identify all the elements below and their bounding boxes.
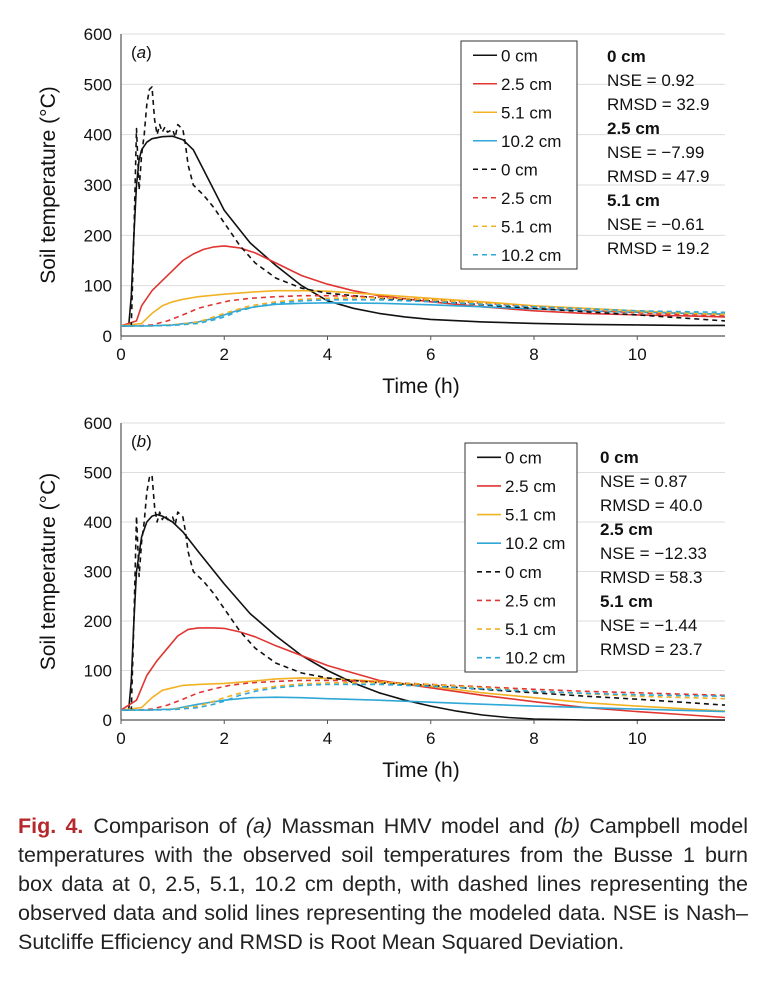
chart-panel-a: 0 100 200 300 400 500 600 0 2 4 6 8 10 Time (h) Soil t… [37,25,726,398]
stat-rmsd: RMSD = 58.3 [600,568,703,587]
x-tick-label: 0 [116,729,125,748]
stat-nse: NSE = −1.44 [600,616,697,635]
legend-label: 5.1 cm [505,620,556,639]
caption-figure-label: Fig. 4. [18,814,84,838]
panel-label: (b) [131,432,152,451]
legend-label: 0 cm [505,448,542,467]
legend-label: 0 cm [505,563,542,582]
panel-label-close: ) [146,432,152,451]
legend-label: 10.2 cm [505,649,565,668]
y-tick-label: 400 [84,513,112,532]
figure-caption: Fig. 4. Comparison of (a) Massman HMV mod… [18,812,748,957]
stat-depth-heading: 2.5 cm [607,119,660,138]
series-line-dashed-0-cm [121,474,726,711]
series-line-solid-0-cm [121,513,725,721]
caption-panel-a: (a) [245,814,273,838]
stat-rmsd: RMSD = 19.2 [607,239,710,258]
stat-depth-heading: 0 cm [607,47,646,66]
legend-label: 5.1 cm [501,217,552,236]
x-tick-label: 2 [220,729,229,748]
stat-nse: NSE = −7.99 [607,143,704,162]
series-line-solid-2-5-cm [120,245,726,327]
caption-text-3: Campbell model temperatures with the obs… [18,814,749,954]
stat-nse: NSE = 0.87 [600,472,687,491]
y-tick-label: 200 [84,612,112,631]
y-tick-label: 500 [84,75,112,94]
x-axis-title: Time (h) [382,375,459,398]
x-tick-label: 6 [426,345,435,364]
y-axis-title: Soil temperature (°C) [37,86,60,283]
legend-label: 0 cm [501,46,538,65]
series-line-dashed-5-1-cm [121,296,726,327]
y-tick-label: 200 [84,226,112,245]
stat-rmsd: RMSD = 40.0 [600,496,703,515]
panel-label-open: ( [131,43,137,62]
x-tick-label: 2 [220,345,229,364]
legend-label: 2.5 cm [505,477,556,496]
series-line-solid-10-2-cm [121,301,726,327]
legend-label: 2.5 cm [501,189,552,208]
legend-box [464,442,578,673]
y-tick-label: 300 [84,176,112,195]
stat-rmsd: RMSD = 32.9 [607,95,710,114]
series-line-dashed-10-2-cm [121,298,726,327]
panel-label-letter: b [137,432,146,451]
legend-label: 2.5 cm [501,75,552,94]
caption-text-2: Massman HMV model and [272,814,554,838]
y-axis-title: Soil temperature (°C) [37,473,60,670]
y-tick-label: 400 [84,126,112,145]
x-axis-title: Time (h) [382,759,459,782]
legend-label: 0 cm [501,160,538,179]
stat-nse: NSE = −0.61 [607,215,704,234]
legend-label: 10.2 cm [501,132,561,151]
legend-label: 10.2 cm [501,246,561,265]
series-line-dashed-5-1-cm [121,681,726,711]
series-line-dashed-10-2-cm [121,683,726,711]
series-line-solid-10-2-cm [121,696,726,713]
x-tick-label: 8 [529,729,538,748]
x-tick-label: 8 [529,345,538,364]
x-tick-label: 6 [426,729,435,748]
x-tick-label: 10 [628,729,647,748]
x-tick-label: 0 [116,345,125,364]
series-line-dashed-2-5-cm [121,679,726,711]
y-tick-label: 600 [84,25,112,44]
y-tick-label: 100 [84,277,112,296]
series-line-solid-5-1-cm [120,677,726,712]
y-tick-label: 0 [103,327,112,346]
y-tick-label: 300 [84,563,112,582]
stat-depth-heading: 0 cm [600,448,639,467]
panel-label-letter: a [137,43,146,62]
y-tick-label: 600 [84,414,112,433]
x-tick-label: 10 [628,345,647,364]
y-tick-label: 500 [84,464,112,483]
panel-label-close: ) [146,43,152,62]
x-tick-label: 4 [323,345,332,364]
caption-text-1: Comparison of [93,814,246,838]
legend-label: 5.1 cm [505,506,556,525]
x-tick-label: 4 [323,729,332,748]
y-tick-label: 100 [84,662,112,681]
caption-panel-b: (b) [553,814,581,838]
panel-label-open: ( [131,432,137,451]
panel-label: (a) [131,43,152,62]
stat-depth-heading: 5.1 cm [607,191,660,210]
stat-rmsd: RMSD = 23.7 [600,640,703,659]
stat-depth-heading: 2.5 cm [600,520,653,539]
legend-label: 5.1 cm [501,103,552,122]
stat-nse: NSE = 0.92 [607,71,694,90]
series-line-solid-2-5-cm [120,627,726,719]
legend-label: 2.5 cm [505,591,556,610]
y-tick-label: 0 [103,711,112,730]
stat-nse: NSE = −12.33 [600,544,707,563]
legend-box [460,40,578,270]
chart-panel-b: 0 100 200 300 400 500 600 0 2 4 6 8 10 Time (h) Soil t… [37,414,726,782]
legend-label: 10.2 cm [505,534,565,553]
stat-rmsd: RMSD = 47.9 [607,167,710,186]
stat-depth-heading: 5.1 cm [600,592,653,611]
